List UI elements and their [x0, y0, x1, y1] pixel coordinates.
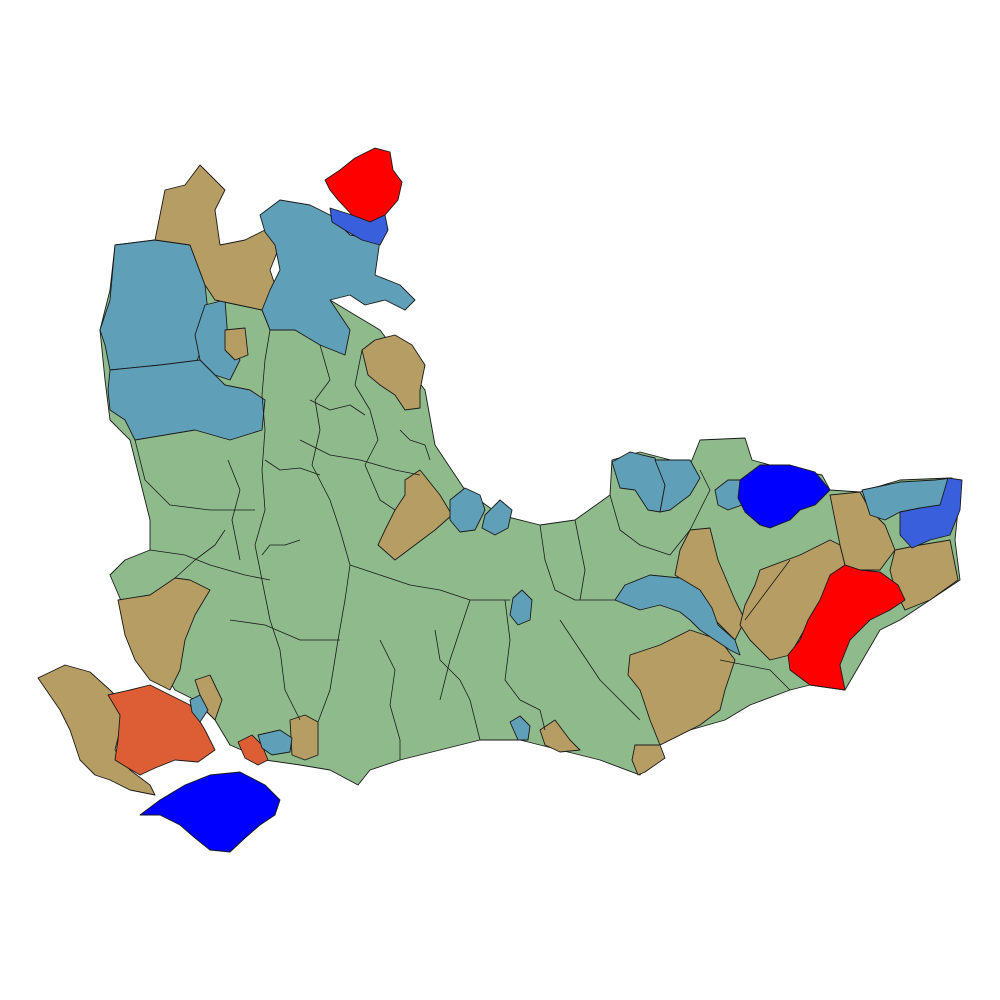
region-southeast-tan — [627, 629, 736, 746]
region-southwest-orange — [107, 684, 216, 776]
region-centre-blue-b — [481, 499, 513, 536]
region-north-blue-large — [259, 199, 416, 356]
region-east-tan-a — [674, 527, 746, 641]
region-centre-tan-a — [377, 469, 453, 561]
region-nw-blue-1 — [99, 239, 211, 371]
region-southwest-tan-b — [37, 664, 156, 796]
region-east-tan-d — [889, 539, 959, 611]
region-east-blue-bright — [737, 464, 831, 529]
region-coast-orange-small — [237, 734, 269, 766]
region-east-tan-b — [739, 539, 846, 661]
region-east-blue-north-b — [654, 459, 701, 513]
region-island-blue — [139, 771, 281, 853]
region-nw-blue-3 — [194, 299, 241, 381]
region-top-royal-blue — [329, 207, 389, 246]
region-mainland-base — [99, 234, 961, 786]
region-coast-blue-b — [189, 694, 209, 723]
region-small-tan-nw — [224, 327, 249, 361]
region-east-blue-band — [614, 574, 741, 656]
region-north-tan — [154, 164, 281, 311]
region-coast-tan-small — [289, 714, 319, 761]
region-east-red — [787, 564, 906, 691]
region-coast-blue-a — [257, 729, 293, 756]
district-borders — [134, 309, 791, 760]
region-far-east-royal-blue — [899, 477, 963, 549]
region-top-red — [324, 147, 403, 223]
region-coast-blue-small — [509, 715, 531, 741]
region-coast-tan-se — [631, 744, 666, 776]
region-centre-blue-a — [449, 487, 486, 533]
region-centre-tan-north — [361, 334, 426, 411]
region-coast-tan-mid — [539, 719, 581, 753]
region-centre-blue-c — [509, 589, 533, 626]
